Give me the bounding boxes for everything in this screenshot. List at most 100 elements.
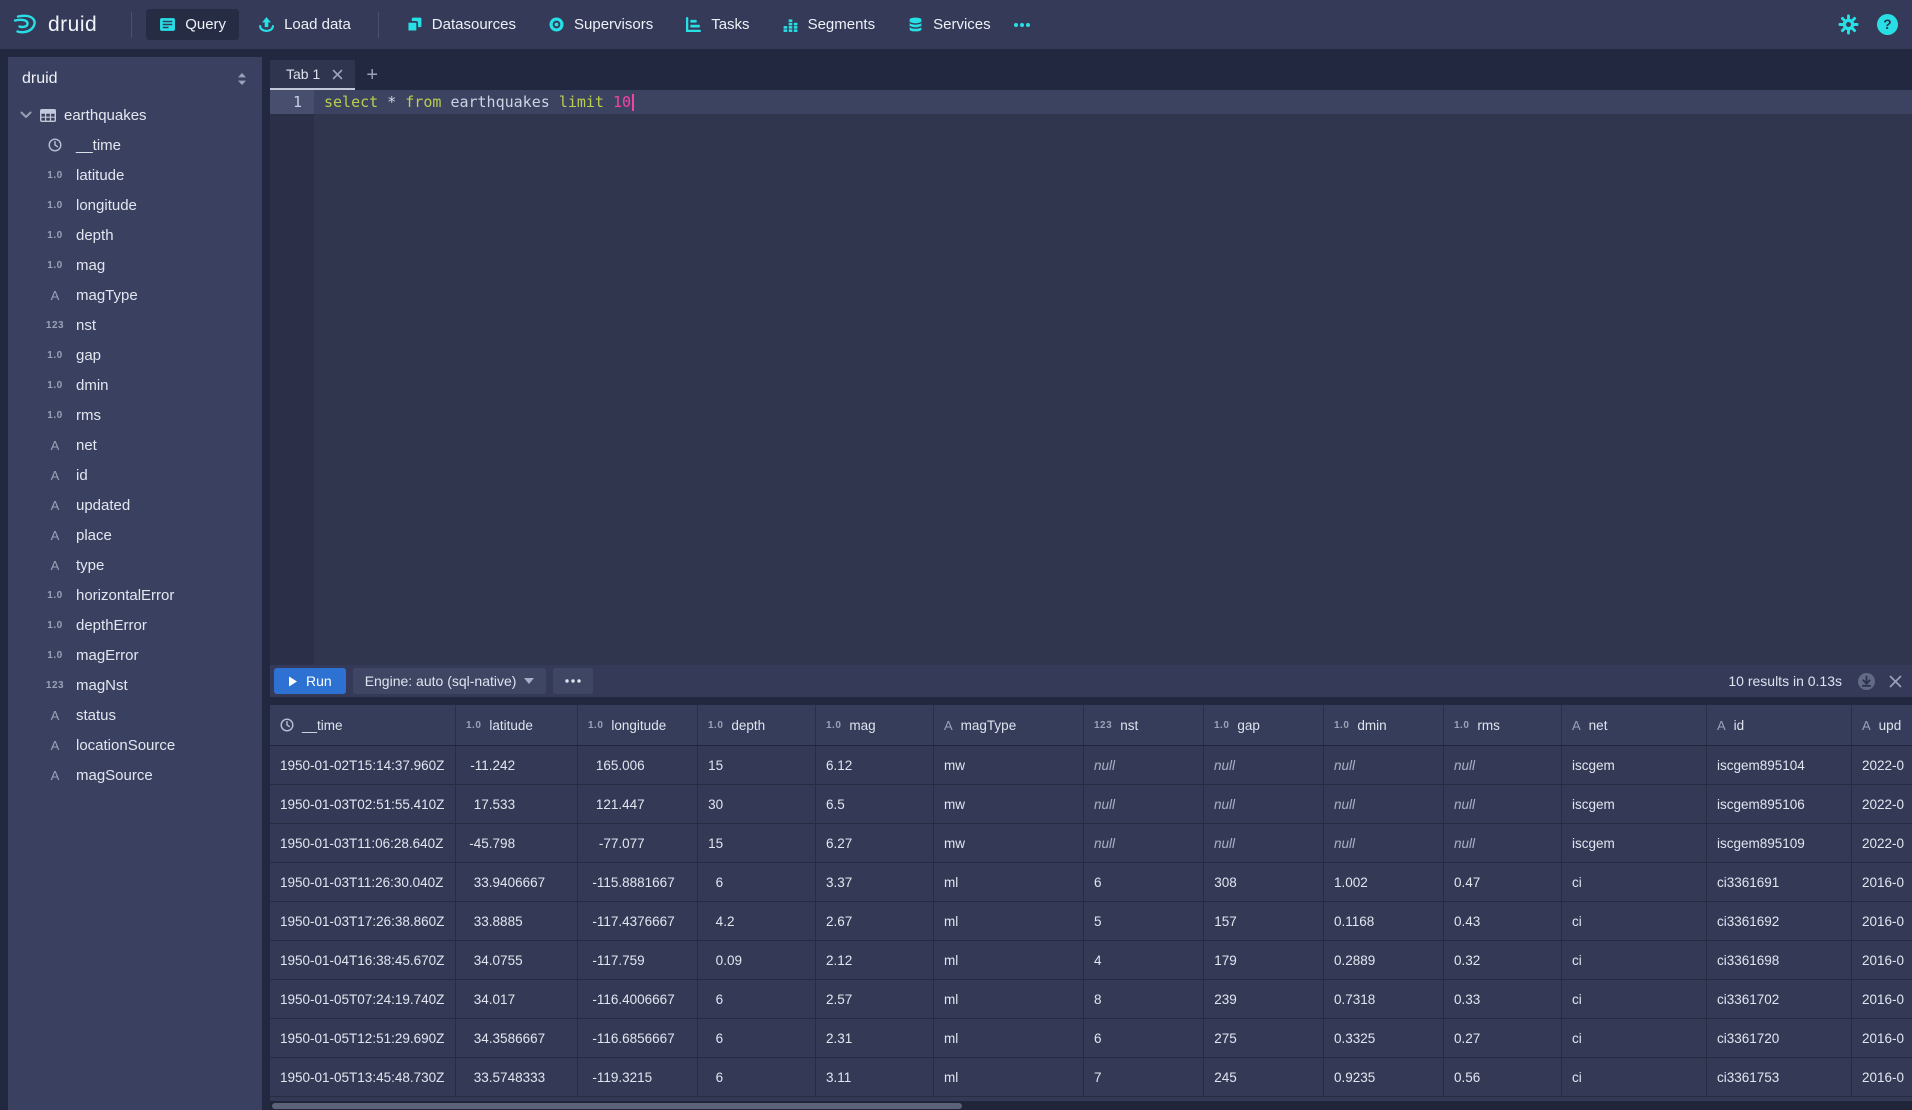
cell-longitude[interactable]: 121.447 — [578, 785, 698, 823]
cell-net[interactable]: ci — [1562, 1058, 1707, 1096]
cell-rms[interactable]: 0.33 — [1444, 980, 1562, 1018]
cell-id[interactable]: ci3361753 — [1707, 1058, 1852, 1096]
cell-time[interactable]: 1950-01-02T15:14:37.960Z — [270, 746, 456, 784]
sidebar-column-gap[interactable]: 1.0 gap — [8, 340, 262, 370]
nav-item-tasks[interactable]: Tasks — [672, 9, 762, 40]
nav-item-query[interactable]: Query — [146, 9, 240, 40]
gear-icon[interactable] — [1838, 14, 1859, 35]
cell-upd[interactable]: 2016-0 — [1852, 980, 1912, 1018]
cell-dmin[interactable]: 0.9235 — [1324, 1058, 1444, 1096]
nav-item-datasources[interactable]: Datasources — [393, 9, 529, 40]
cell-dmin[interactable]: null — [1324, 824, 1444, 862]
cell-magType[interactable]: mw — [934, 785, 1084, 823]
cell-magType[interactable]: ml — [934, 1058, 1084, 1096]
cell-latitude[interactable]: 17.533 — [456, 785, 578, 823]
cell-nst[interactable]: 4 — [1084, 941, 1204, 979]
cell-nst[interactable]: null — [1084, 785, 1204, 823]
sidebar-table-earthquakes[interactable]: earthquakes — [8, 100, 262, 130]
column-header-nst[interactable]: 123 nst — [1084, 705, 1204, 745]
cell-upd[interactable]: 2016-0 — [1852, 941, 1912, 979]
help-icon[interactable]: ? — [1877, 14, 1898, 35]
editor-empty-area[interactable] — [314, 114, 1912, 665]
cell-nst[interactable]: 6 — [1084, 863, 1204, 901]
column-header-time[interactable]: __time — [270, 705, 456, 745]
cell-id[interactable]: ci3361702 — [1707, 980, 1852, 1018]
cell-rms[interactable]: 0.32 — [1444, 941, 1562, 979]
editor-line-1[interactable]: 1 select * from earthquakes limit 10 — [270, 90, 1912, 114]
cell-upd[interactable]: 2022-0 — [1852, 785, 1912, 823]
cell-time[interactable]: 1950-01-03T11:06:28.640Z — [270, 824, 456, 862]
cell-depth[interactable]: 15 — [698, 746, 816, 784]
cell-net[interactable]: iscgem — [1562, 785, 1707, 823]
cell-upd[interactable]: 2016-0 — [1852, 1058, 1912, 1096]
sidebar-column-depthError[interactable]: 1.0 depthError — [8, 610, 262, 640]
cell-latitude[interactable]: -45.798 — [456, 824, 578, 862]
cell-net[interactable]: ci — [1562, 902, 1707, 940]
cell-net[interactable]: ci — [1562, 863, 1707, 901]
cell-mag[interactable]: 6.5 — [816, 785, 934, 823]
cell-gap[interactable]: 239 — [1204, 980, 1324, 1018]
cell-mag[interactable]: 2.31 — [816, 1019, 934, 1057]
cell-latitude[interactable]: 34.3586667 — [456, 1019, 578, 1057]
cell-latitude[interactable]: 34.017 — [456, 980, 578, 1018]
sidebar-column-mag[interactable]: 1.0 mag — [8, 250, 262, 280]
sidebar-column-longitude[interactable]: 1.0 longitude — [8, 190, 262, 220]
double-caret-icon[interactable] — [236, 72, 248, 86]
cell-nst[interactable]: 6 — [1084, 1019, 1204, 1057]
cell-magType[interactable]: mw — [934, 824, 1084, 862]
cell-longitude[interactable]: 165.006 — [578, 746, 698, 784]
cell-gap[interactable]: null — [1204, 824, 1324, 862]
cell-gap[interactable]: 308 — [1204, 863, 1324, 901]
cell-mag[interactable]: 3.37 — [816, 863, 934, 901]
cell-mag[interactable]: 6.12 — [816, 746, 934, 784]
nav-item-supervisors[interactable]: Supervisors — [535, 9, 666, 40]
cell-upd[interactable]: 2022-0 — [1852, 824, 1912, 862]
cell-dmin[interactable]: 0.7318 — [1324, 980, 1444, 1018]
sidebar-column-dmin[interactable]: 1.0 dmin — [8, 370, 262, 400]
cell-depth[interactable]: 4.2 — [698, 902, 816, 940]
cell-net[interactable]: ci — [1562, 1019, 1707, 1057]
cell-rms[interactable]: null — [1444, 824, 1562, 862]
cell-time[interactable]: 1950-01-03T11:26:30.040Z — [270, 863, 456, 901]
cell-longitude[interactable]: -115.8881667 — [578, 863, 698, 901]
cell-magType[interactable]: ml — [934, 863, 1084, 901]
horizontal-scrollbar-thumb[interactable] — [272, 1103, 962, 1109]
cell-id[interactable]: ci3361698 — [1707, 941, 1852, 979]
cell-upd[interactable]: 2022-0 — [1852, 746, 1912, 784]
cell-latitude[interactable]: 34.0755 — [456, 941, 578, 979]
cell-longitude[interactable]: -117.4376667 — [578, 902, 698, 940]
cell-mag[interactable]: 3.11 — [816, 1058, 934, 1096]
cell-depth[interactable]: 6 — [698, 980, 816, 1018]
cell-nst[interactable]: null — [1084, 746, 1204, 784]
sidebar-column-rms[interactable]: 1.0 rms — [8, 400, 262, 430]
cell-rms[interactable]: 0.47 — [1444, 863, 1562, 901]
cell-magType[interactable]: ml — [934, 980, 1084, 1018]
cell-dmin[interactable]: 0.1168 — [1324, 902, 1444, 940]
cell-gap[interactable]: 179 — [1204, 941, 1324, 979]
cell-latitude[interactable]: 33.8885 — [456, 902, 578, 940]
column-header-depth[interactable]: 1.0 depth — [698, 705, 816, 745]
tab-close-icon[interactable] — [332, 69, 343, 80]
column-header-dmin[interactable]: 1.0 dmin — [1324, 705, 1444, 745]
column-header-rms[interactable]: 1.0 rms — [1444, 705, 1562, 745]
cell-upd[interactable]: 2016-0 — [1852, 1019, 1912, 1057]
cell-longitude[interactable]: -119.3215 — [578, 1058, 698, 1096]
cell-gap[interactable]: null — [1204, 785, 1324, 823]
column-header-gap[interactable]: 1.0 gap — [1204, 705, 1324, 745]
cell-nst[interactable]: 7 — [1084, 1058, 1204, 1096]
cell-upd[interactable]: 2016-0 — [1852, 902, 1912, 940]
cell-net[interactable]: ci — [1562, 941, 1707, 979]
tab-tab1[interactable]: Tab 1 — [270, 60, 356, 90]
sidebar-column-latitude[interactable]: 1.0 latitude — [8, 160, 262, 190]
cell-magType[interactable]: ml — [934, 1019, 1084, 1057]
cell-id[interactable]: iscgem895106 — [1707, 785, 1852, 823]
cell-latitude[interactable]: -11.242 — [456, 746, 578, 784]
sidebar-column-magError[interactable]: 1.0 magError — [8, 640, 262, 670]
cell-net[interactable]: ci — [1562, 980, 1707, 1018]
